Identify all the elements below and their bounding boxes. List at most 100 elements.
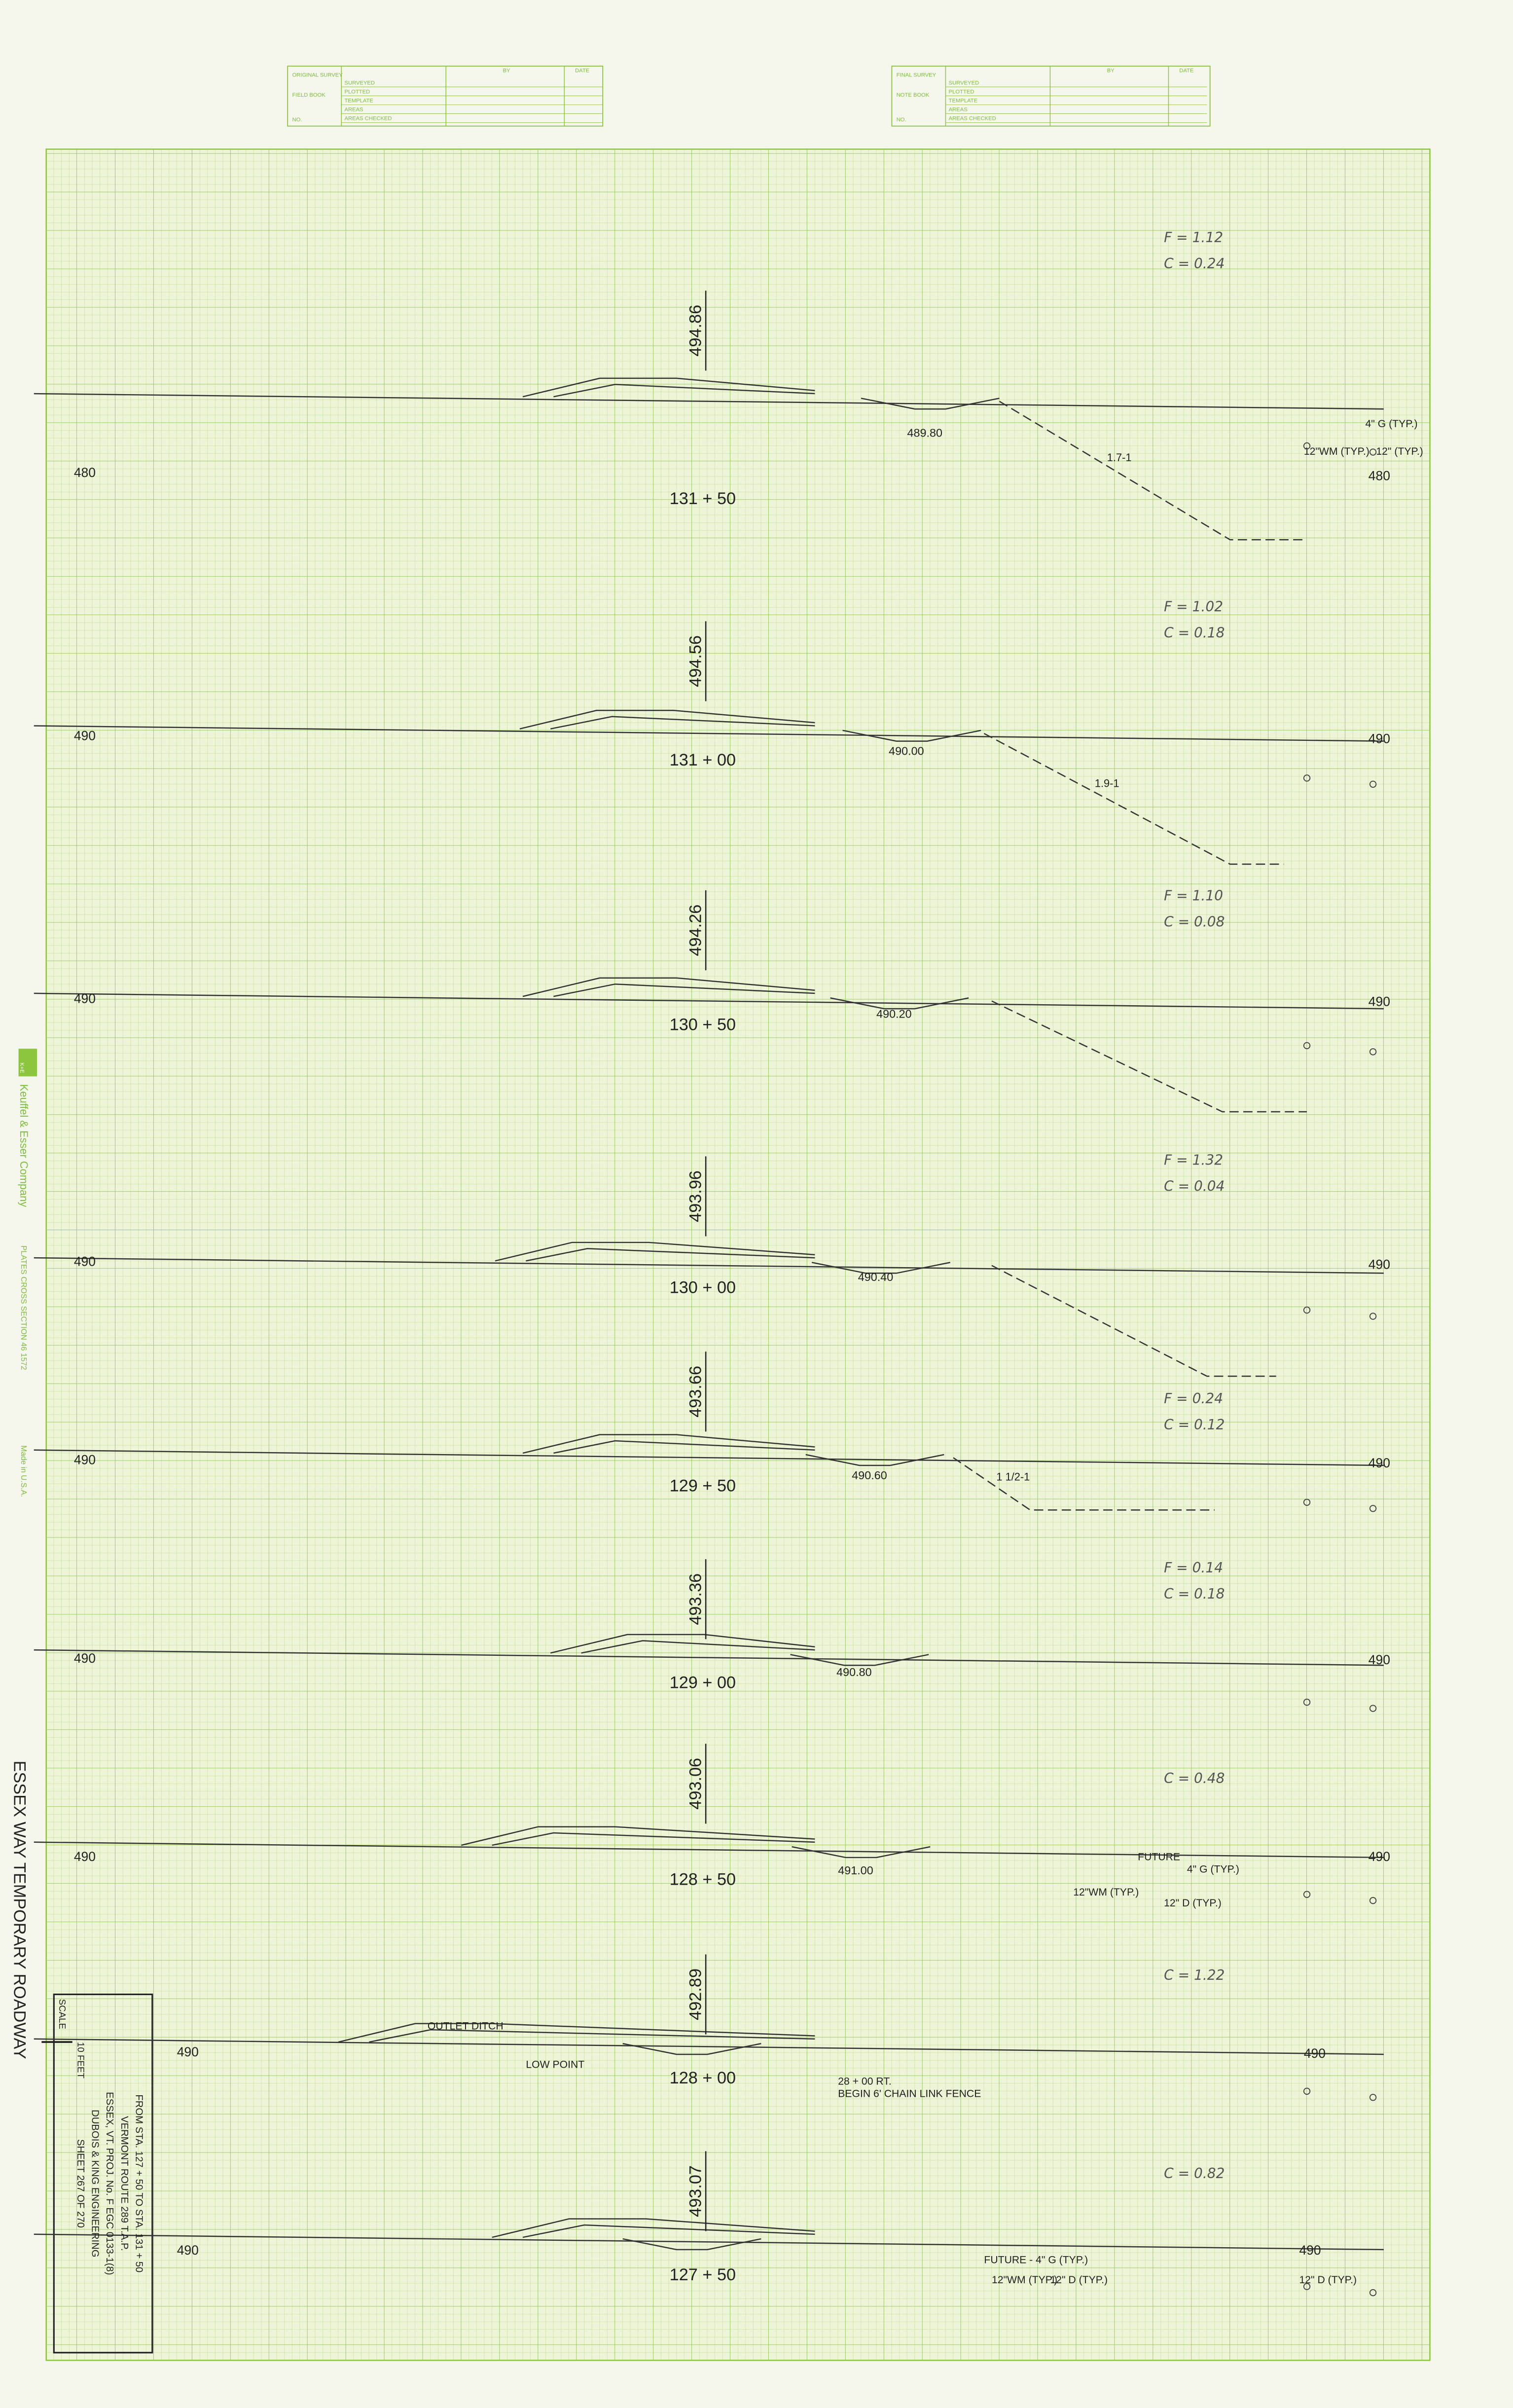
datum-left: 490 bbox=[74, 1453, 96, 1467]
elevation: 493.66 bbox=[686, 1366, 705, 1418]
station: 128 + 50 bbox=[670, 1870, 736, 1889]
form-field: SURVEYED bbox=[949, 80, 979, 86]
embankment-inner bbox=[581, 1640, 815, 1654]
form-field: AREAS bbox=[949, 107, 968, 113]
embankment-inner bbox=[550, 716, 815, 730]
ground-line bbox=[34, 1449, 1384, 1466]
embankment-top bbox=[522, 1434, 815, 1454]
utility-symbol bbox=[1369, 1505, 1377, 1512]
cut-value: C = 0.48 bbox=[1164, 1770, 1225, 1787]
ground-line bbox=[34, 2233, 1384, 2251]
utility-symbol bbox=[1303, 2283, 1311, 2290]
datum-right: 490 bbox=[1369, 731, 1390, 746]
utility-symbol bbox=[1303, 1498, 1311, 1506]
slope-label: 1.7-1 bbox=[1107, 451, 1132, 464]
embankment-top bbox=[522, 977, 815, 997]
ground-line bbox=[34, 725, 1384, 742]
ditch bbox=[830, 997, 969, 1010]
low-elevation: 490.60 bbox=[852, 1469, 887, 1482]
form-field: AREAS bbox=[345, 107, 363, 113]
note: 12"WM (TYP.) bbox=[992, 2274, 1057, 2286]
datum-left: 490 bbox=[74, 1849, 96, 1864]
embankment-top bbox=[495, 1241, 815, 1262]
note: OUTLET DITCH bbox=[428, 2020, 504, 2032]
utility-symbol bbox=[1369, 1048, 1377, 1056]
embankment-inner bbox=[522, 2224, 815, 2238]
station: 130 + 50 bbox=[670, 1015, 736, 1034]
elevation: 494.56 bbox=[686, 635, 705, 687]
utility-symbol bbox=[1369, 2094, 1377, 2101]
title-block bbox=[53, 1993, 153, 2354]
by-label: BY bbox=[503, 68, 510, 73]
sheet-title: ESSEX WAY TEMPORARY ROADWAY bbox=[10, 1761, 29, 2059]
note: 28 + 00 RT. bbox=[838, 2076, 892, 2087]
low-elevation: 489.80 bbox=[907, 426, 943, 439]
utility-symbol bbox=[1369, 1705, 1377, 1712]
datum-right: 490 bbox=[1369, 1652, 1390, 1667]
ditch bbox=[792, 1846, 931, 1859]
original-survey-box bbox=[287, 66, 604, 127]
cut-value: C = 0.18 bbox=[1164, 624, 1225, 641]
ditch bbox=[811, 1262, 951, 1274]
ditch bbox=[790, 1654, 929, 1666]
form-field: AREAS CHECKED bbox=[345, 116, 392, 122]
embankment-inner bbox=[526, 1248, 815, 1262]
utility-symbol bbox=[1303, 442, 1311, 450]
ground-line bbox=[34, 2038, 1384, 2055]
embankment-inner bbox=[553, 983, 815, 997]
station: 131 + 00 bbox=[670, 751, 736, 769]
station: 128 + 00 bbox=[670, 2069, 736, 2087]
ditch bbox=[805, 1454, 944, 1466]
title-block-line: ESSEX, VT. PROJ. No. F EGC 0133-1(8) bbox=[104, 2092, 115, 2275]
slope-label: 1 1/2-1 bbox=[996, 1471, 1030, 1483]
note: 12"WM (TYP.) bbox=[1073, 1887, 1139, 1898]
elevation: 493.06 bbox=[686, 1758, 705, 1810]
utility-symbol bbox=[1369, 1313, 1377, 1320]
station: 127 + 50 bbox=[670, 2265, 736, 2284]
cut-value: C = 0.24 bbox=[1164, 255, 1225, 272]
cut-value: C = 1.22 bbox=[1164, 1967, 1225, 1983]
station: 130 + 00 bbox=[670, 1278, 736, 1297]
low-elevation: 491.00 bbox=[838, 1864, 873, 1877]
ditch bbox=[842, 730, 981, 742]
elevation: 494.86 bbox=[686, 305, 705, 357]
utility-symbol bbox=[1369, 780, 1377, 788]
ground-line bbox=[34, 393, 1384, 410]
utility-symbol bbox=[1303, 1698, 1311, 1706]
survey-title: ORIGINAL SURVEY bbox=[292, 73, 343, 78]
ditch bbox=[622, 2043, 761, 2055]
datum-right: 490 bbox=[1369, 1849, 1390, 1864]
elevation: 493.07 bbox=[686, 2165, 705, 2217]
embankment-top bbox=[461, 1826, 815, 1846]
datum-right: 490 bbox=[1299, 2243, 1321, 2258]
ground-line bbox=[34, 992, 1384, 1010]
embankment-inner bbox=[553, 384, 815, 398]
form-field: TEMPLATE bbox=[949, 98, 977, 104]
station: 129 + 50 bbox=[670, 1477, 736, 1496]
note: 12" (TYP.) bbox=[1376, 446, 1423, 457]
form-field: AREAS CHECKED bbox=[949, 116, 996, 122]
low-elevation: 490.80 bbox=[836, 1666, 872, 1678]
ditch bbox=[622, 2238, 761, 2251]
by-label: BY bbox=[1107, 68, 1115, 73]
fill-value: F = 0.14 bbox=[1164, 1560, 1223, 1576]
fill-value: F = 0.24 bbox=[1164, 1390, 1223, 1407]
embankment-top bbox=[522, 377, 815, 398]
note: 12" D (TYP.) bbox=[1050, 2274, 1108, 2286]
embankment-top bbox=[492, 2218, 815, 2238]
datum-right: 490 bbox=[1369, 1456, 1390, 1470]
low-elevation: 490.00 bbox=[889, 745, 924, 758]
note: 12"WM (TYP.) bbox=[1304, 446, 1369, 457]
fill-value: F = 1.32 bbox=[1164, 1152, 1223, 1168]
datum-right: 490 bbox=[1369, 994, 1390, 1009]
cut-slope bbox=[953, 1457, 1215, 1511]
datum-right: 480 bbox=[1369, 468, 1390, 483]
embankment-inner bbox=[553, 1440, 815, 1454]
datum-left: 480 bbox=[74, 465, 96, 480]
low-elevation: 490.40 bbox=[858, 1271, 894, 1283]
note: 4" G (TYP.) bbox=[1187, 1863, 1239, 1875]
utility-symbol bbox=[1369, 448, 1377, 456]
utility-symbol bbox=[1369, 2289, 1377, 2297]
note: BEGIN 6' CHAIN LINK FENCE bbox=[838, 2088, 981, 2100]
